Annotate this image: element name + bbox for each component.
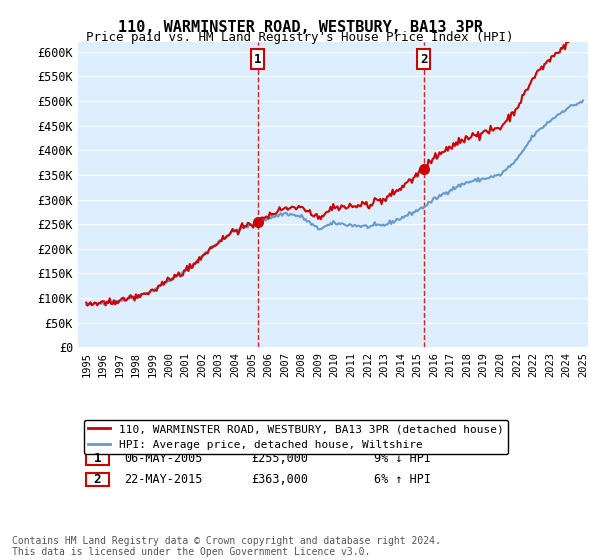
Text: 2: 2	[420, 53, 427, 66]
Text: 1: 1	[94, 452, 101, 465]
Text: 6% ↑ HPI: 6% ↑ HPI	[374, 473, 431, 486]
FancyBboxPatch shape	[86, 473, 109, 486]
Text: £255,000: £255,000	[251, 452, 308, 465]
Legend: 110, WARMINSTER ROAD, WESTBURY, BA13 3PR (detached house), HPI: Average price, d: 110, WARMINSTER ROAD, WESTBURY, BA13 3PR…	[83, 420, 508, 454]
FancyBboxPatch shape	[86, 452, 109, 465]
Text: Price paid vs. HM Land Registry's House Price Index (HPI): Price paid vs. HM Land Registry's House …	[86, 31, 514, 44]
FancyBboxPatch shape	[251, 49, 264, 69]
Text: 110, WARMINSTER ROAD, WESTBURY, BA13 3PR: 110, WARMINSTER ROAD, WESTBURY, BA13 3PR	[118, 20, 482, 35]
Text: 06-MAY-2005: 06-MAY-2005	[124, 452, 202, 465]
Text: Contains HM Land Registry data © Crown copyright and database right 2024.
This d: Contains HM Land Registry data © Crown c…	[12, 535, 441, 557]
FancyBboxPatch shape	[418, 49, 430, 69]
Text: 9% ↓ HPI: 9% ↓ HPI	[374, 452, 431, 465]
Text: 1: 1	[254, 53, 262, 66]
Text: 2: 2	[94, 473, 101, 486]
Text: 22-MAY-2015: 22-MAY-2015	[124, 473, 202, 486]
Text: £363,000: £363,000	[251, 473, 308, 486]
